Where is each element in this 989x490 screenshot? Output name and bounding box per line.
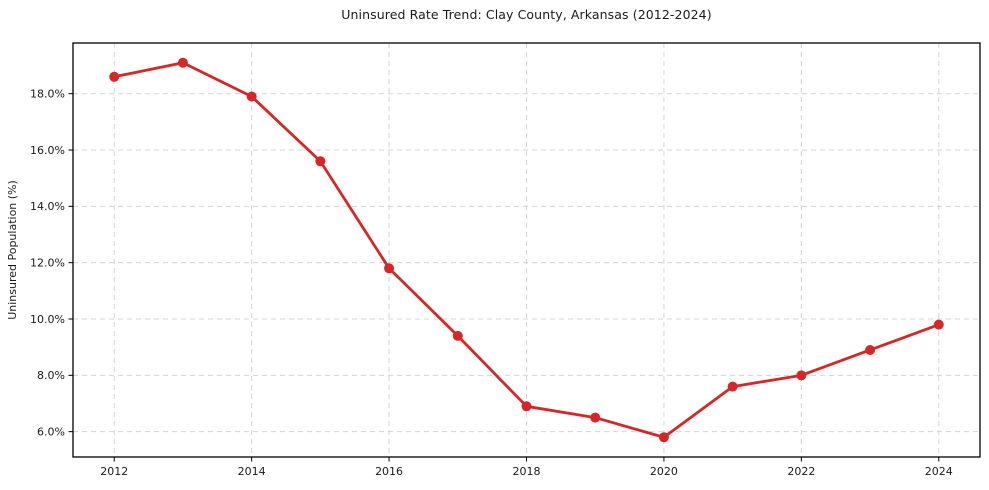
- y-tick-label: 10.0%: [30, 313, 65, 326]
- data-point-marker: [177, 57, 188, 68]
- x-tick-label: 2016: [375, 465, 403, 478]
- y-tick-label: 14.0%: [30, 200, 65, 213]
- data-point-marker: [796, 370, 807, 381]
- data-point-marker: [865, 344, 876, 355]
- x-tick-label: 2020: [650, 465, 678, 478]
- x-tick-label: 2022: [787, 465, 815, 478]
- y-tick-label: 6.0%: [37, 425, 65, 438]
- data-point-marker: [246, 91, 257, 102]
- data-point-marker: [727, 381, 738, 392]
- y-tick-label: 8.0%: [37, 369, 65, 382]
- data-point-marker: [521, 401, 532, 412]
- y-tick-label: 18.0%: [30, 87, 65, 100]
- data-point-marker: [933, 319, 944, 330]
- y-tick-label: 16.0%: [30, 144, 65, 157]
- x-tick-label: 2024: [925, 465, 953, 478]
- data-point-marker: [658, 432, 669, 443]
- x-tick-label: 2014: [238, 465, 266, 478]
- data-point-marker: [452, 330, 463, 341]
- data-point-marker: [590, 412, 601, 423]
- y-tick-label: 12.0%: [30, 256, 65, 269]
- chart-title: Uninsured Rate Trend: Clay County, Arkan…: [341, 7, 712, 22]
- data-point-marker: [384, 263, 395, 274]
- x-tick-label: 2012: [100, 465, 128, 478]
- x-tick-label: 2018: [513, 465, 541, 478]
- data-point-marker: [109, 71, 120, 82]
- data-point-marker: [315, 156, 326, 167]
